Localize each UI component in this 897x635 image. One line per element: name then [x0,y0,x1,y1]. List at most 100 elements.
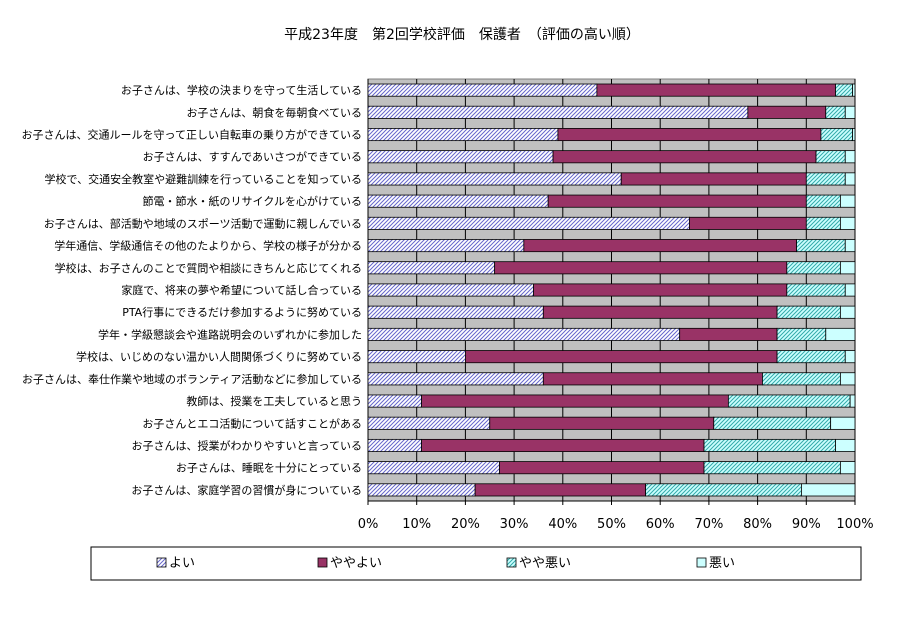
bar-segment [820,128,853,142]
bar-segment [367,261,496,275]
legend-swatch [156,557,167,568]
bar-segment [713,416,832,430]
category-label: 学年通信、学級通信その他のたよりから、学校の様子が分かる [54,239,362,253]
bar-segment [776,305,841,319]
bar-segment [367,128,559,142]
bar-segment [844,105,856,119]
category-label: 学校で、交通安全教室や避難訓練を行っていることを知っている [45,172,362,186]
x-tick-label: 0% [358,517,379,532]
bar-segment [849,394,856,408]
legend-swatch [696,557,707,568]
bar-segment [367,105,749,119]
category-label: 教師は、授業を工夫していると思う [186,394,362,408]
x-tick-label: 100% [836,517,873,532]
bar-segment [367,150,554,164]
bar-segment [796,239,846,253]
bar-segment [596,83,836,97]
bar-segment [815,150,846,164]
x-tick-label: 10% [402,517,431,532]
category-labels: お子さんは、学校の決まりを守って生活しているお子さんは、朝食を毎朝食べているお子… [22,83,362,497]
bar-segment [523,239,797,253]
bar-segment [620,172,807,186]
x-tick-label: 90% [792,517,821,532]
category-label: PTA行事にできるだけ参加するように努めている [122,305,362,319]
bar-segment [852,128,856,142]
category-label: お子さんは、奉仕作業や地域のボランティア活動などに参加している [22,372,362,386]
category-label: 学校は、いじめのない温かい人間関係づくりに努めている [76,350,362,364]
bar-segment [825,105,846,119]
category-label: お子さんは、学校の決まりを守って生活している [121,83,362,97]
bar-segment [547,194,807,208]
category-label: 節電・節水・紙のリサイクルを心がけている [143,194,362,208]
bar-segment [499,461,705,475]
category-label: お子さんは、部活動や地域のスポーツ活動で運動に親しんでいる [44,216,362,230]
category-label: お子さんは、朝食を毎朝食べている [186,105,362,119]
bar-segment [367,416,491,430]
bar-segment [367,172,622,186]
bar-segment [367,194,549,208]
category-label: 家庭で、将来の夢や希望について話し合っている [121,283,362,297]
bar-segment [839,305,856,319]
bar-segment [367,327,681,341]
bar-segment [367,216,690,230]
legend-label: やや悪い [519,556,571,571]
bar-segment [801,483,856,497]
plot-area [367,78,856,502]
bar-segment [786,261,841,275]
bar-segment [367,438,422,452]
bar-segment [367,305,544,319]
bar-segment [703,438,836,452]
bar-segment [703,461,841,475]
bar-segment [645,483,802,497]
category-label: お子さんは、授業がわかりやすいと言っている [132,438,362,452]
x-axis-tick-labels: 0% 10% 20% 30% 40% 50% 60% 70% 80% 90% 100% [358,501,874,532]
x-tick-label: 70% [694,517,723,532]
bar-segment [844,283,856,297]
bar-segment [852,83,856,97]
bar-segment [367,239,525,253]
bar-segment [421,438,705,452]
category-label: お子さんは、交通ルールを守って正しい自転車の乗り方ができている [22,128,362,142]
bar-segment [786,283,846,297]
bar-segment [679,327,778,341]
bar-segment [533,283,788,297]
bar-segment [542,372,763,386]
legend-swatch [317,557,328,568]
x-tick-label: 40% [548,517,577,532]
legend-box [90,546,862,581]
bar-segment [552,150,817,164]
bar-segment [839,194,856,208]
bar-segment [367,350,466,364]
bar-segment [839,372,856,386]
bar-segment [367,394,422,408]
bar-segment [805,216,841,230]
legend-label: よい [169,556,195,571]
bar-segment [367,483,476,497]
bar-segment [776,327,827,341]
legend-label: ややよい [330,556,382,571]
bar-segment [689,216,807,230]
x-tick-label: 80% [743,517,772,532]
x-tick-label: 50% [597,517,626,532]
bar-segment [839,261,856,275]
category-label: お子さんは、すすんであいさつができている [143,150,362,164]
bar-segment [367,372,544,386]
bar-segment [805,172,846,186]
bar-segment [825,327,856,341]
chart-title: 平成23年度 第2回学校評価 保護者 （評価の高い順） [284,26,640,43]
bar-segment [542,305,778,319]
bar-segment [762,372,841,386]
bar-segment [805,194,841,208]
category-label: お子さんは、睡眠を十分にとっている [176,461,362,475]
bar-segment [839,461,856,475]
bar-segment [557,128,822,142]
bar-segment [844,150,856,164]
bar-segment [830,416,856,430]
bar-segment [421,394,729,408]
bar-segment [844,350,856,364]
x-tick-label: 20% [451,517,480,532]
category-label: 学年・学級懇談会や進路説明会のいずれかに参加した [98,327,362,341]
bar-segment [494,261,788,275]
x-tick-label: 60% [646,517,675,532]
category-label: お子さんは、家庭学習の習慣が身についている [131,483,362,497]
